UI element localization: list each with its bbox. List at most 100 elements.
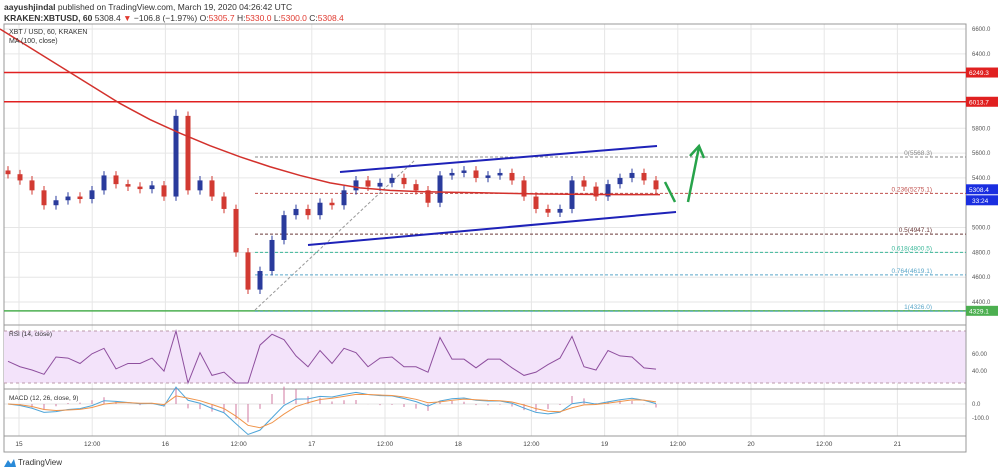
price-tag-label: 6013.7 <box>969 99 989 106</box>
brand-name: TradingView <box>18 458 63 467</box>
price-tag-label: 4329.1 <box>969 308 989 315</box>
time-tick-label: 16 <box>162 441 170 448</box>
candle-body <box>437 175 443 203</box>
candle-body <box>521 180 527 197</box>
candle-body <box>341 190 347 206</box>
price-tick-label: 4800.0 <box>972 250 991 256</box>
candle-body <box>173 115 179 197</box>
countdown-label: 33:24 <box>972 198 989 205</box>
candle-body <box>425 190 431 203</box>
high: 5330.0 <box>245 13 272 23</box>
green-pullback-line <box>663 181 677 203</box>
publisher[interactable]: aayushjindal <box>4 2 56 12</box>
price-tick-label: 4400.0 <box>972 300 991 306</box>
candle-body <box>593 186 599 197</box>
publish-date: published on TradingView.com, March 19, … <box>57 2 293 12</box>
candle-body <box>305 208 311 216</box>
price-tag <box>966 96 998 107</box>
ma-line <box>0 28 660 196</box>
arrow-up-icon <box>689 143 706 159</box>
channel-upper-line <box>339 145 658 173</box>
last-price: 5308.4 <box>94 13 121 23</box>
chart-frame <box>3 23 967 453</box>
candle-body <box>89 190 95 200</box>
open: 5305.7 <box>208 13 235 23</box>
time-tick-label: 12:00 <box>816 441 833 448</box>
candle-body <box>377 182 383 187</box>
candle-body <box>545 208 551 213</box>
candle-body <box>497 172 503 176</box>
candle-body <box>29 180 35 191</box>
time-tick-label: 12:00 <box>84 441 101 448</box>
rsi-band <box>4 331 966 383</box>
candle-body <box>77 196 83 200</box>
price-tick-label: 5600.0 <box>972 151 991 157</box>
candle-body <box>281 215 287 240</box>
candle-body <box>197 180 203 191</box>
candle-body <box>413 184 419 191</box>
candle-body <box>461 170 467 173</box>
time-tick-label: 17 <box>308 441 316 448</box>
symbol: KRAKEN:XBTUSD, 60 <box>4 13 93 23</box>
candle-body <box>557 208 563 213</box>
green-arrow-shaft <box>686 146 701 203</box>
candle-body <box>473 170 479 178</box>
candle-body <box>389 177 395 183</box>
candle-body <box>581 180 587 187</box>
tradingview-logo-icon <box>4 459 16 467</box>
indicator-tick-label: 60.00 <box>972 352 988 358</box>
candle-body <box>365 180 371 187</box>
candle-body <box>509 172 515 181</box>
macd-line <box>7 386 657 436</box>
fib-level-label: 0(5568.3) <box>904 150 932 157</box>
c-label: C: <box>309 13 318 23</box>
time-tick-label: 12:00 <box>523 441 540 448</box>
price-tick-label: 6400.0 <box>972 52 991 58</box>
candle-body <box>617 177 623 185</box>
candle-body <box>485 175 491 178</box>
fib-level-label: 0.5(4947.1) <box>899 227 932 234</box>
h-label: H: <box>236 13 246 23</box>
price-tag <box>966 67 998 78</box>
rsi-legend: RSI (14, close) <box>9 331 52 338</box>
fib-trend-line <box>254 159 416 311</box>
fib-level-label: 0.618(4800.5) <box>892 245 932 252</box>
price-tick-label: 4600.0 <box>972 275 991 281</box>
candle-body <box>5 170 11 175</box>
candle-body <box>293 208 299 216</box>
close: 5308.4 <box>317 13 344 23</box>
candle-body <box>65 196 71 201</box>
candle-body <box>605 184 611 197</box>
candle-body <box>533 196 539 209</box>
candle-body <box>113 175 119 185</box>
candle-body <box>653 180 659 190</box>
time-tick-label: 18 <box>455 441 463 448</box>
indicator-tick-label: 0.0 <box>972 402 981 408</box>
last-price-tag <box>966 184 998 195</box>
candle-body <box>149 185 155 190</box>
candle-body <box>41 190 47 206</box>
last-price-label: 5308.4 <box>969 187 989 194</box>
countdown-tag <box>966 195 998 206</box>
candle-body <box>329 202 335 206</box>
down-arrow-icon: ▼ <box>123 13 132 23</box>
change: −106.8 (−1.97%) <box>133 13 198 23</box>
time-tick-label: 12:00 <box>670 441 687 448</box>
time-tick-label: 21 <box>894 441 902 448</box>
candle-body <box>449 172 455 176</box>
candle-body <box>629 172 635 178</box>
rsi-line <box>7 329 657 385</box>
price-tick-label: 5000.0 <box>972 226 991 232</box>
ma-legend: MA (100, close) <box>9 38 58 45</box>
time-tick-label: 19 <box>601 441 609 448</box>
candle-body <box>101 175 107 191</box>
time-tick-label: 12:00 <box>377 441 394 448</box>
signal-line <box>7 393 657 429</box>
fib-level-label: 0.236(5275.1) <box>892 186 932 193</box>
candle-body <box>353 180 359 191</box>
tradingview-logo[interactable]: TradingView <box>4 458 62 467</box>
price-tick-label: 5400.0 <box>972 176 991 182</box>
pane-title: XBT / USD, 60, KRAKEN <box>9 29 87 36</box>
